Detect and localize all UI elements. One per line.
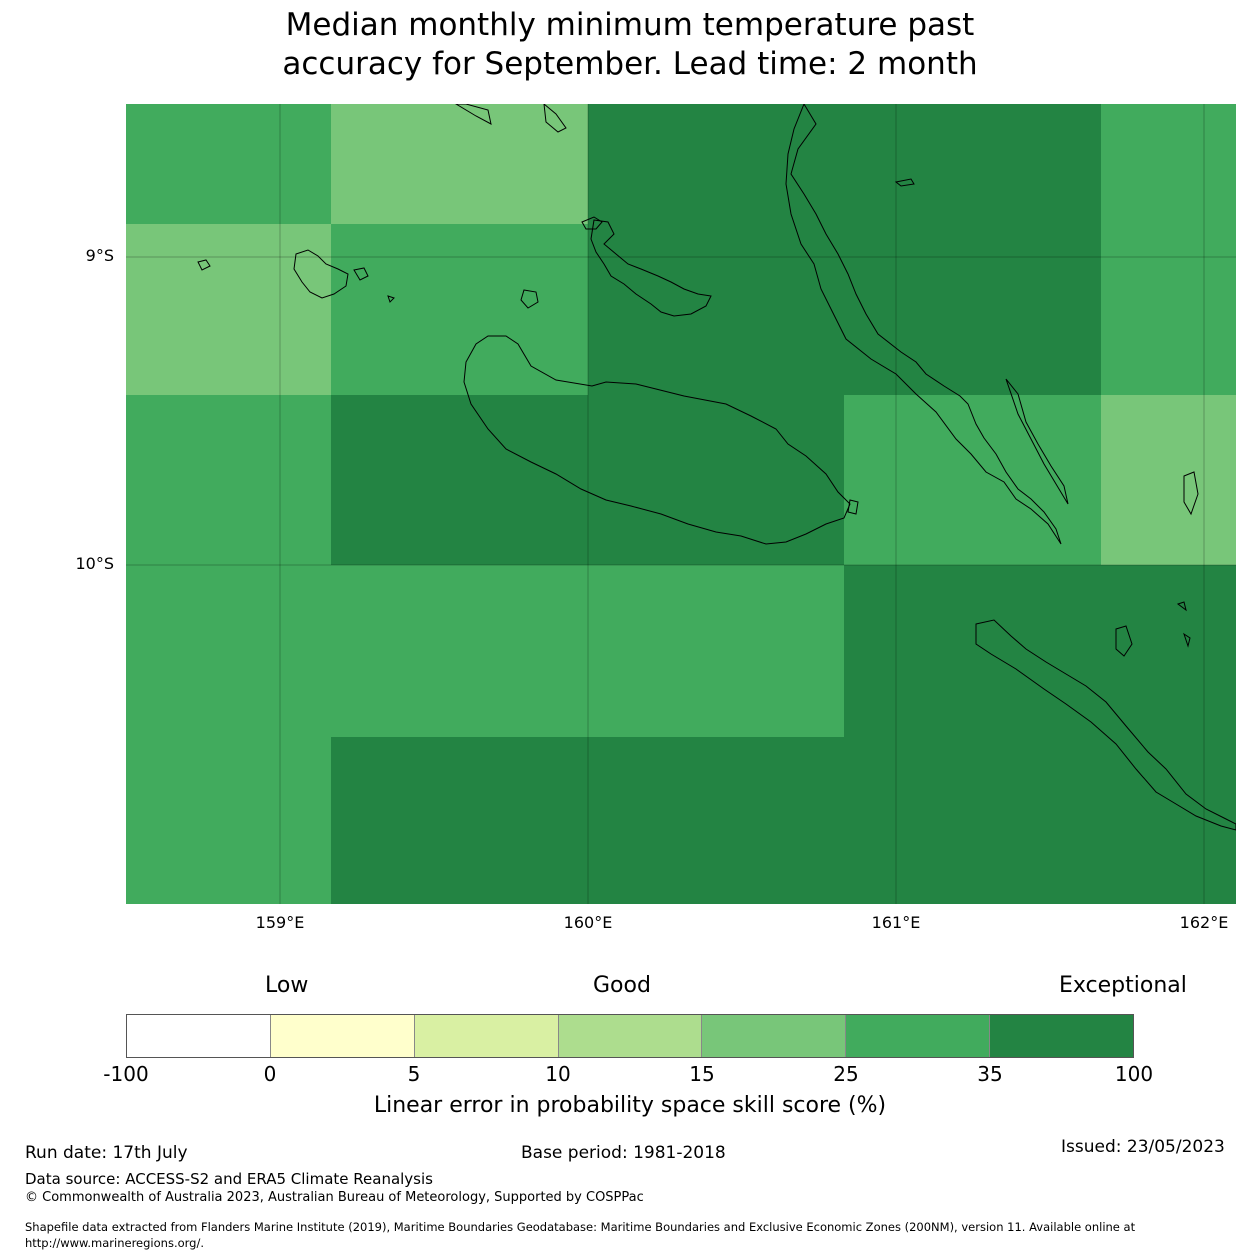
colorbar-label-good: Good bbox=[593, 973, 651, 998]
colorbar-tick: 35 bbox=[977, 1062, 1003, 1086]
islet-russell-2 bbox=[353, 267, 369, 281]
island-guadalcanal bbox=[463, 335, 851, 545]
coast-north-2 bbox=[543, 104, 567, 133]
islet-se-3 bbox=[1183, 632, 1191, 648]
island-makira bbox=[975, 619, 1236, 831]
colorbar-tick: 100 bbox=[1114, 1062, 1154, 1086]
skill-cell bbox=[1101, 395, 1236, 565]
lon-label-160e: 160°E bbox=[563, 913, 613, 932]
islet-se-2 bbox=[1176, 601, 1187, 612]
colorbar-segment bbox=[127, 1015, 271, 1057]
island-santa-isabel bbox=[785, 104, 1062, 545]
lat-label-9s: 9°S bbox=[85, 246, 114, 265]
skill-cell bbox=[126, 737, 331, 904]
coastlines bbox=[197, 104, 1236, 831]
gridlines bbox=[126, 104, 1236, 904]
colorbar-tick: 10 bbox=[545, 1062, 571, 1086]
chart-title: Median monthly minimum temperature past … bbox=[0, 6, 1260, 84]
colorbar-segment bbox=[270, 1015, 415, 1057]
title-line-1: Median monthly minimum temperature past bbox=[285, 7, 975, 43]
skill-cell bbox=[588, 104, 1101, 395]
skill-cell bbox=[126, 104, 331, 224]
islet-guadalcanal-e bbox=[847, 499, 859, 515]
skill-cell bbox=[1101, 104, 1236, 395]
run-date: Run date: 17th July bbox=[25, 1143, 188, 1163]
islet-russell-4 bbox=[387, 295, 395, 303]
skill-cell bbox=[126, 565, 844, 737]
lat-label-10s: 10°S bbox=[75, 554, 114, 573]
colorbar-segment bbox=[558, 1015, 703, 1057]
islet-russell-3 bbox=[197, 259, 211, 271]
skill-cell bbox=[126, 395, 331, 565]
skill-cell bbox=[844, 565, 1236, 737]
islet-se-1 bbox=[1183, 471, 1199, 516]
colorbar-segment bbox=[414, 1015, 559, 1057]
coast-north-1 bbox=[455, 104, 492, 125]
colorbar-tick: 0 bbox=[263, 1062, 277, 1086]
title-line-2: accuracy for September. Lead time: 2 mon… bbox=[282, 46, 978, 82]
islet-ne-1 bbox=[894, 178, 915, 187]
skill-cell bbox=[126, 224, 331, 395]
skill-cell bbox=[331, 737, 1236, 904]
skill-map bbox=[126, 104, 1236, 904]
skill-cell bbox=[844, 395, 1101, 565]
shapefile-credit-line-2: http://www.marineregions.org/. bbox=[25, 1236, 204, 1250]
colorbar-label-exceptional: Exceptional bbox=[1059, 973, 1187, 998]
data-source: Data source: ACCESS-S2 and ERA5 Climate … bbox=[25, 1170, 433, 1188]
skill-cell bbox=[331, 395, 844, 565]
shapefile-credit-line-1: Shapefile data extracted from Flanders M… bbox=[25, 1220, 1136, 1234]
issued-date: Issued: 23/05/2023 bbox=[1061, 1137, 1225, 1157]
island-isabel-tip bbox=[1005, 378, 1069, 505]
base-period: Base period: 1981-2018 bbox=[521, 1143, 726, 1163]
island-nggela bbox=[590, 219, 712, 317]
colorbar-title: Linear error in probability space skill … bbox=[373, 1093, 887, 1118]
lon-label-161e: 161°E bbox=[871, 913, 921, 932]
skill-cell bbox=[331, 224, 588, 395]
islet-makira-ne bbox=[1115, 625, 1133, 657]
colorbar bbox=[126, 1014, 1134, 1058]
colorbar-tick: 15 bbox=[689, 1062, 715, 1086]
colorbar-tick: 5 bbox=[407, 1062, 421, 1086]
lon-label-162e: 162°E bbox=[1179, 913, 1229, 932]
islet-central bbox=[520, 289, 539, 309]
colorbar-tick: 25 bbox=[833, 1062, 859, 1086]
colorbar-tick: -100 bbox=[103, 1062, 149, 1086]
colorbar-segment bbox=[846, 1015, 991, 1057]
colorbar-label-low: Low bbox=[265, 973, 309, 998]
copyright: © Commonwealth of Australia 2023, Austra… bbox=[25, 1190, 644, 1205]
skill-cell bbox=[331, 104, 588, 224]
islet-nggela-w bbox=[581, 216, 603, 230]
colorbar-segment bbox=[702, 1015, 847, 1057]
island-russell bbox=[293, 249, 349, 299]
colorbar-segment bbox=[990, 1015, 1134, 1057]
lon-label-159e: 159°E bbox=[255, 913, 305, 932]
skill-grid-cells bbox=[126, 104, 1236, 904]
